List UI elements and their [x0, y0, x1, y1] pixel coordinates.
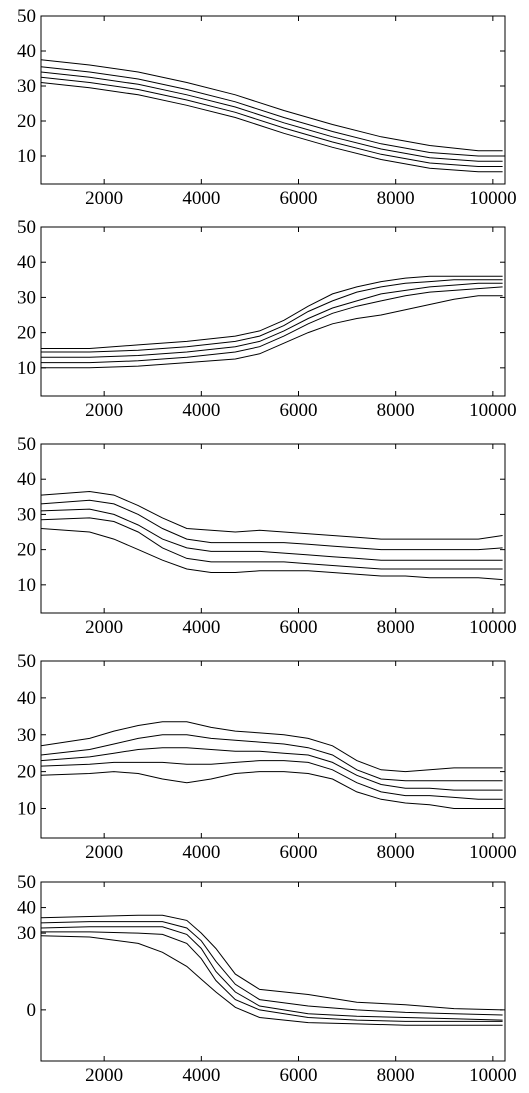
x-tick-label: 2000: [85, 188, 123, 209]
plot-frame: [40, 881, 506, 1062]
y-tick-label: 20: [17, 540, 36, 561]
series-line-3: [40, 71, 503, 162]
y-tick-label: 40: [17, 688, 36, 709]
y-tick-label: 10: [17, 358, 36, 379]
series-line-1: [41, 275, 503, 349]
y-tick-label: 30: [17, 287, 36, 308]
y-tick-label: 10: [17, 575, 36, 596]
series-line-2: [40, 66, 503, 157]
x-tick-label: 2000: [85, 1065, 123, 1086]
x-tick-label: 2000: [85, 617, 123, 638]
y-tick-label: 20: [17, 323, 36, 344]
x-tick-label: 6000: [280, 842, 318, 863]
y-tick-label: 20: [17, 762, 36, 783]
series-line-2: [40, 499, 503, 551]
chart-panel-4: 2000 4000 6000 8000 10000 10 20 30 40 50: [17, 651, 517, 863]
y-tick-label: 20: [17, 111, 36, 132]
x-tick-label: 10000: [469, 400, 517, 421]
series-line-1: [40, 59, 503, 152]
series-line-4: [41, 286, 503, 364]
x-tick-label: 4000: [182, 188, 220, 209]
series-line-5: [40, 528, 503, 581]
x-tick-label: 8000: [377, 842, 415, 863]
y-tick-label: 50: [17, 434, 36, 455]
series-line-2: [41, 279, 503, 353]
plot-frame: [40, 15, 506, 185]
series-line-2: [40, 734, 503, 782]
y-tick-label: 30: [17, 504, 36, 525]
x-tick-label: 10000: [469, 188, 517, 209]
series-line-4: [40, 517, 503, 570]
y-tick-label: 10: [17, 799, 36, 820]
x-tick-label: 10000: [469, 842, 517, 863]
x-tick-label: 10000: [469, 1065, 517, 1086]
y-tick-label: 40: [17, 469, 36, 490]
y-tick-label: 40: [17, 41, 36, 62]
series-line-5: [40, 935, 503, 1026]
x-tick-label: 4000: [182, 842, 220, 863]
plot-frame: [40, 443, 506, 614]
plot-frame: [40, 226, 506, 397]
x-tick-label: 4000: [182, 400, 220, 421]
x-tick-label: 6000: [280, 1065, 318, 1086]
chart-panel-2: 2000 4000 6000 8000 10000 10 20 30 40 50: [17, 217, 517, 421]
series-line-3: [41, 282, 503, 358]
series-line-4: [40, 76, 503, 167]
y-tick-label: 40: [17, 898, 36, 919]
series-line-3: [40, 926, 503, 1021]
series-line-1: [40, 914, 503, 1011]
y-tick-label: 40: [17, 252, 36, 273]
x-tick-label: 8000: [377, 1065, 415, 1086]
series-line-1: [40, 490, 503, 540]
x-tick-label: 2000: [85, 842, 123, 863]
series-line-5: [40, 82, 503, 173]
x-tick-label: 8000: [377, 617, 415, 638]
chart-panel-1: 2000 4000 6000 8000 10000 10 20 30 40 50: [17, 6, 517, 209]
series-line-4: [41, 931, 503, 1022]
y-tick-label: 0: [27, 1000, 37, 1021]
x-tick-label: 4000: [182, 617, 220, 638]
series-line-3: [40, 508, 503, 561]
chart-panel-3: 2000 4000 6000 8000 10000 10 20 30 40 50: [17, 434, 517, 638]
series-line-3: [40, 747, 503, 791]
x-tick-label: 2000: [85, 400, 123, 421]
plot-frame: [40, 660, 506, 839]
series-line-4: [40, 760, 503, 800]
chart-panel-5: 2000 4000 6000 8000 10000 0 30 40 50: [17, 872, 517, 1086]
x-tick-label: 6000: [280, 617, 318, 638]
series-line-5: [41, 295, 503, 369]
y-tick-label: 50: [17, 6, 36, 27]
series-line-5: [40, 771, 503, 809]
x-tick-label: 8000: [377, 188, 415, 209]
y-tick-label: 50: [17, 872, 36, 893]
y-tick-label: 30: [17, 923, 36, 944]
x-tick-label: 6000: [280, 188, 318, 209]
y-tick-label: 50: [17, 217, 36, 238]
y-tick-label: 30: [17, 76, 36, 97]
x-tick-label: 8000: [377, 400, 415, 421]
series-line-1: [40, 721, 503, 773]
y-tick-label: 10: [17, 146, 36, 167]
x-tick-label: 4000: [182, 1065, 220, 1086]
y-tick-label: 30: [17, 725, 36, 746]
x-tick-label: 10000: [469, 617, 517, 638]
y-tick-label: 50: [17, 651, 36, 672]
x-tick-label: 6000: [280, 400, 318, 421]
series-line-2: [40, 921, 503, 1016]
